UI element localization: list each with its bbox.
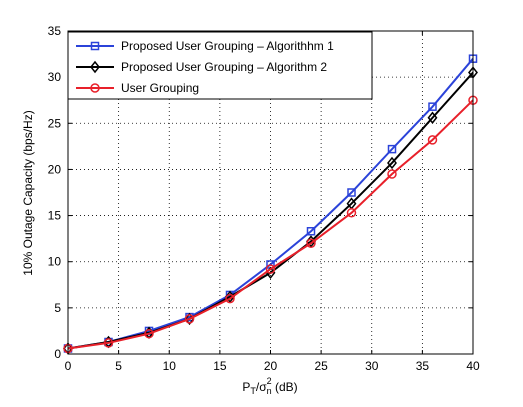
y-tick-label: 5	[54, 301, 61, 315]
x-tick-labels: 0 5 10 15 20 25 30 35 40	[65, 359, 480, 373]
legend-marker	[90, 83, 100, 93]
legend-marker	[90, 60, 100, 74]
series-group	[63, 54, 478, 355]
y-tick-label: 20	[48, 162, 62, 176]
x-tick-label: 15	[213, 359, 227, 373]
data-point	[387, 156, 397, 170]
legend-item: Proposed User Grouping – Algorithm 2	[76, 60, 327, 74]
data-point	[103, 338, 114, 348]
data-point	[306, 227, 316, 236]
y-axis-label: 10% Outage Capacity (bps/Hz)	[21, 110, 35, 275]
data-point	[306, 238, 316, 249]
legend-label: Proposed User Grouping – Algorithm 2	[121, 60, 327, 74]
legend-label: User Grouping	[121, 81, 199, 95]
data-point	[428, 102, 437, 111]
x-tick-label: 25	[314, 359, 328, 373]
data-point	[427, 135, 438, 145]
x-axis-label: PT/σ2 n (dB)	[242, 376, 297, 396]
data-point	[347, 188, 356, 197]
data-point	[225, 293, 235, 304]
data-point	[144, 328, 154, 339]
legend-item: User Grouping	[76, 81, 199, 95]
legend-box	[67, 31, 373, 100]
data-point	[265, 264, 276, 274]
data-point	[427, 111, 438, 124]
x-tick-label: 30	[365, 359, 379, 373]
data-point	[184, 314, 195, 324]
y-tick-label: 10	[48, 255, 62, 269]
legend: Proposed User Grouping – Algorithhm 1 Pro…	[67, 31, 373, 100]
series-3	[63, 95, 478, 354]
y-tick-label: 0	[54, 347, 61, 361]
x-tick-label: 35	[416, 359, 430, 373]
y-tick-labels: 0 5 10 15 20 25 30 35	[48, 24, 62, 361]
data-point	[346, 208, 357, 218]
y-tick-label: 15	[48, 209, 62, 223]
x-tick-label: 0	[65, 359, 72, 373]
legend-items: Proposed User Grouping – Algorithhm 1 Pro…	[76, 39, 334, 95]
x-tick-label: 5	[115, 359, 122, 373]
y-tick-label: 25	[48, 116, 62, 130]
series-line	[67, 99, 474, 350]
legend-marker	[90, 41, 100, 51]
legend-label: Proposed User Grouping – Algorithhm 1	[121, 39, 334, 53]
data-point	[387, 144, 397, 154]
legend-item: Proposed User Grouping – Algorithhm 1	[76, 39, 334, 53]
y-tick-label: 35	[48, 24, 62, 38]
data-point	[387, 169, 397, 179]
y-tick-label: 30	[48, 70, 62, 84]
x-tick-label: 20	[264, 359, 278, 373]
x-tick-label: 10	[163, 359, 177, 373]
x-tick-label: 40	[466, 359, 480, 373]
